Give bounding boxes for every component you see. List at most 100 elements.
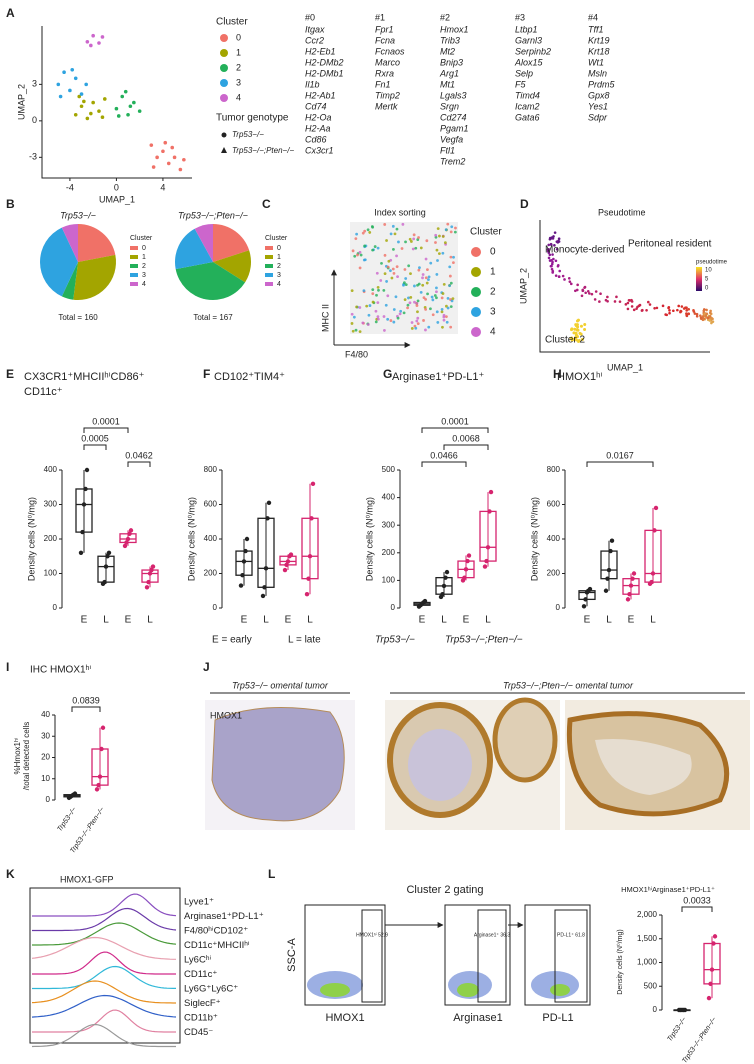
trajectory-dot: [556, 264, 560, 268]
legend-swatch: [471, 247, 481, 257]
scatter-dot: [421, 283, 425, 287]
trajectory-dot: [672, 309, 675, 313]
trajectory-dot: [599, 292, 602, 295]
y-tick-label: -3: [29, 152, 37, 162]
scatter-dot: [371, 300, 375, 304]
trajectory-dot: [626, 307, 630, 311]
scatter-dot: [441, 325, 444, 329]
scatter-dot: [358, 266, 362, 270]
y-tick-label: 200: [382, 548, 396, 557]
significance-bracket: [83, 444, 107, 450]
legend-label: 1: [277, 254, 281, 261]
scatter-dot: [444, 228, 448, 232]
gene: Il1b: [305, 79, 320, 89]
scatter-dot: [370, 225, 374, 228]
scatter-dot: [385, 280, 388, 283]
trajectory-dot: [555, 247, 559, 251]
scatter-dot: [376, 246, 380, 250]
trajectory-dot: [557, 275, 561, 278]
legend-swatch: [471, 307, 481, 317]
histogram: [31, 994, 177, 1018]
significance-bracket: [681, 906, 713, 912]
trajectory-dot: [711, 317, 714, 321]
plot-bg: [350, 222, 458, 334]
data-point: [144, 585, 150, 590]
scatter-dot: [436, 259, 439, 262]
scatter-dot: [407, 264, 411, 268]
colorbar-label: 5: [705, 277, 709, 283]
scatter-dot: [366, 323, 370, 326]
data-point: [304, 592, 310, 597]
scatter-dot: [386, 265, 390, 269]
trajectory-dot: [687, 307, 691, 311]
histogram: [31, 1023, 176, 1048]
scatter-dot: [359, 253, 363, 257]
gene: Timp2: [375, 90, 400, 100]
trajectory-dot: [588, 292, 591, 295]
point: [126, 112, 130, 117]
scatter-dot: [385, 239, 388, 242]
scatter-dot: [351, 329, 355, 333]
point: [178, 167, 183, 172]
panel-title: Cluster 2 gating: [406, 884, 483, 896]
scatter-dot: [392, 272, 396, 275]
scatter-dot: [413, 284, 416, 288]
pie-slice: [194, 224, 213, 262]
data-point: [99, 746, 104, 752]
y-tick-label: 400: [547, 534, 561, 543]
y-tick-label: 800: [204, 465, 218, 474]
panel-title: CX3CR1⁺MHCIIʰⁱCD86⁺: [24, 371, 145, 383]
trajectory-dot: [685, 306, 688, 310]
trajectory-dot: [635, 307, 638, 310]
y-tick-label: 20: [41, 753, 50, 762]
note: E = early: [212, 635, 252, 646]
scatter-dot: [403, 298, 407, 302]
data-point: [150, 564, 156, 569]
data-point: [105, 554, 110, 559]
data-point: [706, 995, 712, 1001]
scatter-dot: [424, 328, 427, 332]
trajectory-dot: [576, 283, 579, 287]
legend-swatch: [471, 287, 481, 297]
panel-title: IHC HMOX1ʰⁱ: [30, 665, 91, 676]
legend-swatch: [265, 282, 273, 286]
gene: Serpinb2: [515, 46, 551, 56]
scatter-dot: [413, 324, 417, 328]
x-tick-label: E: [628, 615, 635, 626]
data-point: [288, 552, 294, 557]
trajectory-dot: [586, 290, 590, 293]
data-point: [422, 598, 428, 604]
scatter-dot: [351, 249, 355, 253]
x-axis-label: HMOX1: [325, 1012, 364, 1024]
scatter-dot: [448, 274, 452, 278]
legend-swatch: [220, 34, 228, 42]
colorbar: [696, 267, 702, 291]
box: [600, 550, 618, 580]
data-point: [97, 774, 103, 779]
trajectory-dot: [680, 305, 684, 308]
gene-list-header: #1: [375, 12, 385, 22]
trajectory-dot: [549, 264, 553, 268]
legend-title: Tumor genotype: [216, 113, 289, 124]
scatter-dot: [445, 304, 448, 308]
histogram: [32, 951, 176, 975]
scatter-dot: [395, 254, 398, 258]
legend-label: Trp53−/−: [232, 130, 264, 139]
gene: Msln: [588, 68, 607, 78]
trajectory-dot: [590, 292, 594, 296]
scatter-dot: [450, 299, 454, 303]
scatter-dot: [392, 308, 396, 311]
gene: Garnl3: [515, 35, 542, 45]
pie-slice: [40, 227, 78, 297]
scatter-dot: [380, 261, 383, 265]
data-point: [682, 1007, 688, 1013]
legend-swatch: [265, 255, 273, 259]
scatter-dot: [436, 321, 440, 324]
scatter-dot: [454, 226, 457, 230]
y-axis-label: MHC II: [320, 304, 330, 332]
trajectory-dot: [704, 314, 708, 318]
scatter-dot: [355, 305, 359, 309]
scatter-dot: [414, 326, 418, 330]
box: [301, 517, 319, 580]
